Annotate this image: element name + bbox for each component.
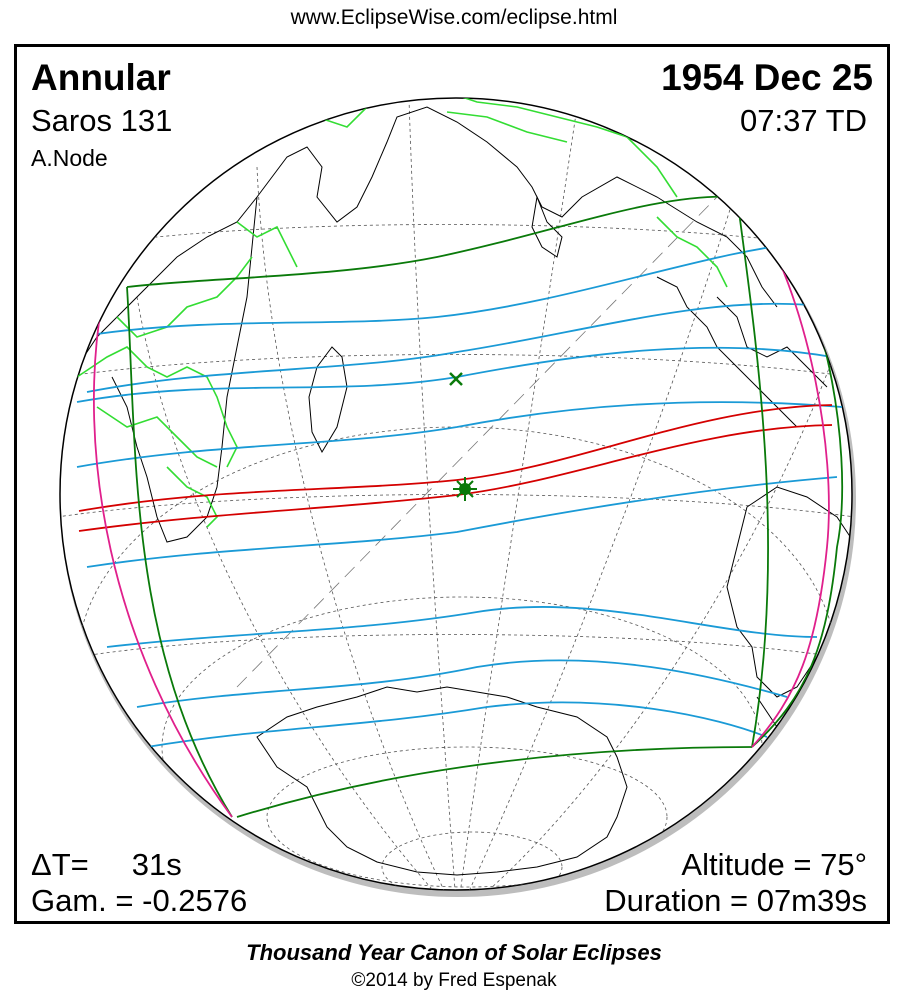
globe — [59, 97, 853, 891]
greatest-eclipse-icon — [453, 477, 477, 501]
source-url[interactable]: www.EclipseWise.com/eclipse.html — [290, 6, 618, 29]
saros-number: Saros 131 — [31, 103, 173, 138]
rise-set-curves — [92, 206, 830, 818]
eclipse-type: Annular — [31, 57, 171, 98]
reference-line — [236, 196, 718, 688]
gamma-value: Gam. = -0.2576 — [31, 883, 248, 918]
eclipse-date: 1954 Dec 25 — [661, 57, 873, 98]
eclipse-map — [59, 97, 856, 897]
delta-t: ΔT= 31s — [31, 847, 182, 882]
orbital-node: A.Node — [31, 145, 108, 171]
map-frame: Annular Saros 131 A.Node 1954 Dec 25 07:… — [14, 44, 890, 924]
copyright: ©2014 by Fred Espenak — [351, 970, 557, 991]
sun-altitude: Altitude = 75° — [681, 847, 867, 882]
canon-title: Thousand Year Canon of Solar Eclipses — [246, 940, 662, 965]
eclipse-time: 07:37 TD — [740, 103, 867, 138]
subsolar-point-icon — [449, 372, 463, 386]
central-path — [78, 404, 833, 532]
central-duration: Duration = 07m39s — [604, 883, 867, 918]
